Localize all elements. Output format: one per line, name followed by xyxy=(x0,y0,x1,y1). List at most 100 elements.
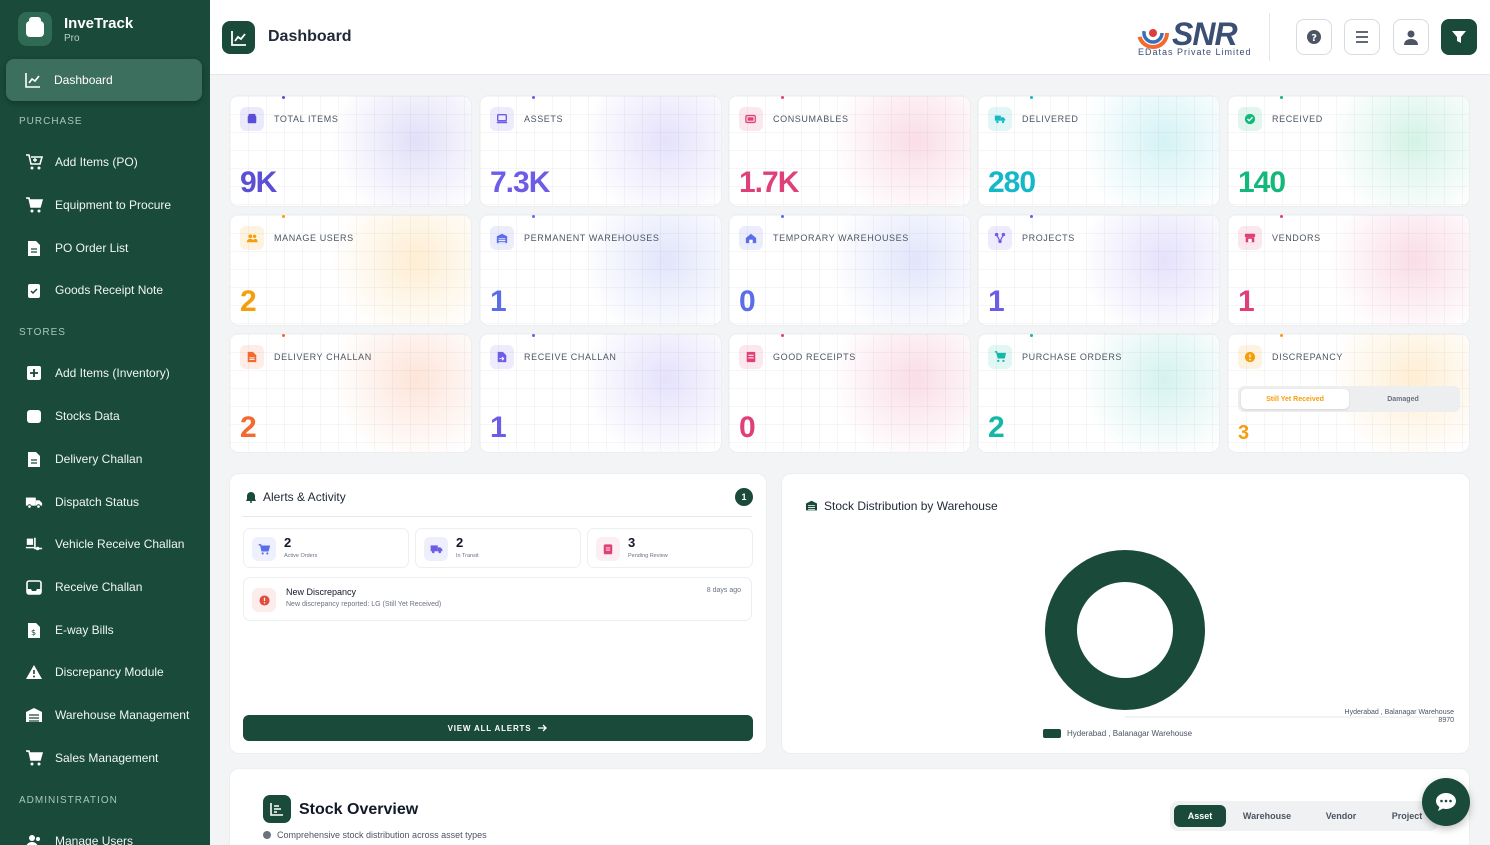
active-orders-card[interactable]: 2 Active Orders xyxy=(243,528,409,568)
stat-label: RECEIVE CHALLAN xyxy=(524,352,617,362)
chat-button[interactable] xyxy=(1422,778,1470,826)
pending-review-card[interactable]: 3 Pending Review xyxy=(587,528,753,568)
in-transit-card[interactable]: 2 In Transit xyxy=(415,528,581,568)
dashboard-chart-icon xyxy=(222,21,255,54)
donut-callout: Hyderabad , Balanagar Warehouse 8970 xyxy=(1345,709,1454,725)
stat-label: GOOD RECEIPTS xyxy=(773,352,856,362)
plus-square-icon xyxy=(25,364,43,382)
stat-card-discrepancy[interactable]: DISCREPANCY 3 Still Yet Received Damaged xyxy=(1227,333,1470,453)
overview-tabs: Asset Warehouse Vendor Project xyxy=(1170,801,1438,831)
brand-name: InveTrack xyxy=(64,14,134,32)
stat-value: 280 xyxy=(988,166,1036,199)
stat-card-permanent-warehouses[interactable]: PERMANENT WAREHOUSES 1 xyxy=(479,214,722,326)
sidebar-item-dispatch-status[interactable]: Dispatch Status xyxy=(0,483,210,521)
svg-text:$: $ xyxy=(31,628,36,637)
sidebar-item-label: Dashboard xyxy=(54,73,113,87)
tab-warehouse[interactable]: Warehouse xyxy=(1242,811,1292,821)
stat-card-manage-users[interactable]: MANAGE USERS 2 xyxy=(229,214,472,326)
clipboard-check-icon xyxy=(25,281,43,299)
toggle-still-yet-received[interactable]: Still Yet Received xyxy=(1241,389,1349,409)
sidebar-item-add-items-po[interactable]: Add Items (PO) xyxy=(0,143,210,181)
filter-icon xyxy=(1452,31,1466,43)
card-dot xyxy=(1030,96,1033,99)
receipt-icon xyxy=(739,345,763,369)
document-icon xyxy=(25,239,43,257)
tab-asset[interactable]: Asset xyxy=(1174,805,1226,827)
brand[interactable]: InveTrack Pro xyxy=(0,0,210,58)
sidebar-item-manage-users[interactable]: Manage Users xyxy=(0,822,210,845)
stat-card-delivered[interactable]: DELIVERED 280 xyxy=(977,95,1220,207)
stat-card-received[interactable]: RECEIVED 140 xyxy=(1227,95,1470,207)
truck-icon xyxy=(424,537,448,561)
battery-icon xyxy=(739,107,763,131)
card-glow xyxy=(1329,215,1469,325)
sidebar-item-add-items-inventory[interactable]: Add Items (Inventory) xyxy=(0,354,210,392)
project-diagram-icon xyxy=(988,226,1012,250)
sidebar-item-label: Discrepancy Module xyxy=(55,665,164,679)
cart-icon xyxy=(988,345,1012,369)
stat-card-consumables[interactable]: CONSUMABLES 1.7K xyxy=(728,95,971,207)
stat-card-total-items[interactable]: TOTAL ITEMS 9K xyxy=(229,95,472,207)
card-glow xyxy=(581,96,721,206)
sidebar-item-delivery-challan[interactable]: Delivery Challan xyxy=(0,440,210,478)
card-dot xyxy=(1280,96,1283,99)
legend-label: Hyderabad , Balanagar Warehouse xyxy=(1067,729,1193,738)
sidebar-item-label: PO Order List xyxy=(55,241,129,255)
sidebar-item-eway-bills[interactable]: $ E-way Bills xyxy=(0,611,210,649)
donut-slice[interactable] xyxy=(1045,549,1205,711)
help-button[interactable]: ? xyxy=(1296,19,1332,55)
sidebar-item-dashboard[interactable]: Dashboard xyxy=(6,59,202,101)
sidebar-item-label: Stocks Data xyxy=(55,409,120,423)
stat-card-projects[interactable]: PROJECTS 1 xyxy=(977,214,1220,326)
profile-button[interactable] xyxy=(1393,19,1429,55)
card-glow xyxy=(581,215,721,325)
stat-card-good-receipts[interactable]: GOOD RECEIPTS 0 xyxy=(728,333,971,453)
toggle-damaged[interactable]: Damaged xyxy=(1387,395,1419,403)
card-dot xyxy=(781,96,784,99)
sidebar-item-label: Manage Users xyxy=(55,834,134,845)
card-glow xyxy=(1329,96,1469,206)
menu-button[interactable] xyxy=(1344,19,1380,55)
stat-card-temporary-warehouses[interactable]: TEMPORARY WAREHOUSES 0 xyxy=(728,214,971,326)
logo-subtitle: EDatas Private Limited xyxy=(1138,47,1252,57)
active-orders-label: Active Orders xyxy=(284,553,318,559)
alert-item[interactable]: New Discrepancy New discrepancy reported… xyxy=(243,577,752,621)
alerts-divider xyxy=(242,516,752,517)
cart-icon xyxy=(25,196,43,214)
stat-label: MANAGE USERS xyxy=(274,233,354,243)
sidebar-item-equipment-to-procure[interactable]: Equipment to Procure xyxy=(0,186,210,224)
filter-button[interactable] xyxy=(1441,19,1477,55)
stat-card-receive-challan[interactable]: RECEIVE CHALLAN 1 xyxy=(479,333,722,453)
sidebar-item-sales-management[interactable]: Sales Management xyxy=(0,739,210,777)
card-dot xyxy=(781,334,784,337)
card-dot xyxy=(532,96,535,99)
stat-value: 7.3K xyxy=(490,166,550,199)
cart-icon xyxy=(252,537,276,561)
truck-icon xyxy=(25,493,43,511)
sidebar-item-vehicle-receive-challan[interactable]: Vehicle Receive Challan xyxy=(0,525,210,563)
section-purchase: PURCHASE xyxy=(19,116,83,127)
tab-vendor[interactable]: Vendor xyxy=(1325,811,1357,821)
stat-card-delivery-challan[interactable]: DELIVERY CHALLAN 2 xyxy=(229,333,472,453)
stat-card-purchase-orders[interactable]: PURCHASE ORDERS 2 xyxy=(977,333,1220,453)
box-icon xyxy=(240,107,264,131)
stat-value: 140 xyxy=(1238,166,1286,199)
stat-card-assets[interactable]: ASSETS 7.3K xyxy=(479,95,722,207)
sidebar-item-stocks-data[interactable]: Stocks Data xyxy=(0,397,210,435)
sidebar-item-po-order-list[interactable]: PO Order List xyxy=(0,229,210,267)
stat-value: 2 xyxy=(240,285,257,318)
sidebar-item-label: E-way Bills xyxy=(55,623,114,637)
card-glow xyxy=(1079,96,1219,206)
view-all-alerts-button[interactable]: VIEW ALL ALERTS xyxy=(243,715,753,741)
sidebar-item-label: Sales Management xyxy=(55,751,159,765)
sidebar-item-receive-challan[interactable]: Receive Challan xyxy=(0,568,210,606)
discrepancy-toggle: Still Yet Received Damaged xyxy=(1238,386,1460,412)
sidebar-item-warehouse-management[interactable]: Warehouse Management xyxy=(0,696,210,734)
tab-project[interactable]: Project xyxy=(1391,811,1423,821)
sidebar-item-discrepancy-module[interactable]: Discrepancy Module xyxy=(0,653,210,691)
stat-value: 1 xyxy=(490,411,507,444)
stat-card-vendors[interactable]: VENDORS 1 xyxy=(1227,214,1470,326)
sidebar-item-goods-receipt-note[interactable]: Goods Receipt Note xyxy=(0,271,210,309)
clipboard-icon xyxy=(596,537,620,561)
callout-label: Hyderabad , Balanagar Warehouse xyxy=(1344,709,1454,716)
